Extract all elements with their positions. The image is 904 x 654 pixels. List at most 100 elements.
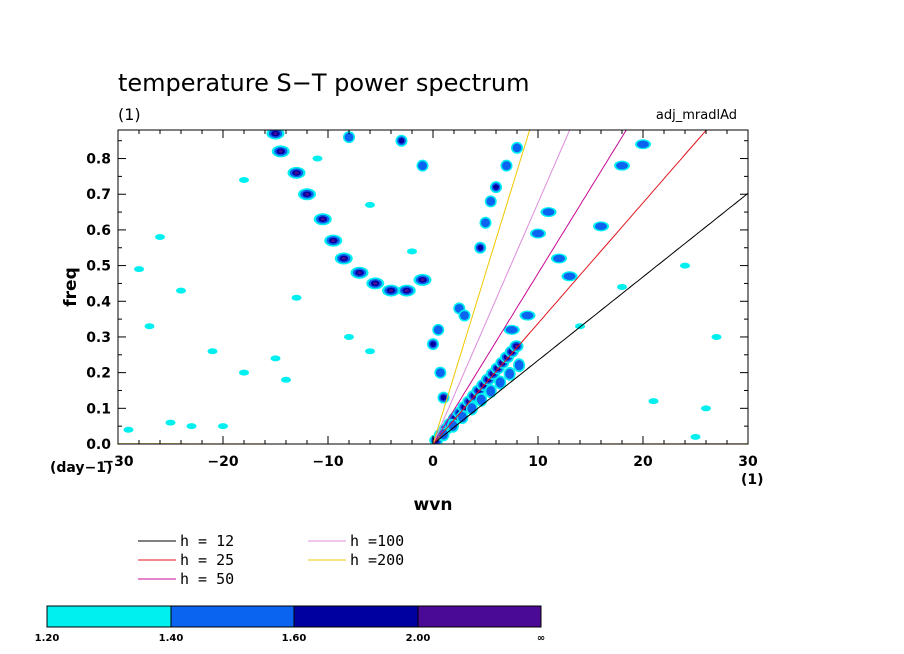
- contour-blob: [514, 360, 524, 371]
- x-axis-unit: (1): [741, 472, 764, 488]
- contour-blob: [435, 368, 445, 378]
- contour-spot: [701, 405, 711, 412]
- y-tick-label: 0.3: [86, 330, 111, 346]
- contour-blob: [481, 218, 490, 228]
- contour-blob: [616, 161, 628, 170]
- legend-label: h =100: [350, 532, 404, 550]
- contour-blob: [553, 254, 565, 263]
- contour-blob: [398, 137, 405, 144]
- kelvin-curve: [432, 130, 708, 444]
- x-tick-label: 20: [633, 454, 653, 470]
- contour-blob: [418, 161, 427, 171]
- contour-blob: [595, 222, 607, 231]
- contour-spot: [144, 323, 155, 330]
- contour-blob: [294, 171, 299, 175]
- y-axis-label: freq: [61, 267, 81, 306]
- y-tick-label: 0.8: [86, 152, 111, 168]
- contour-spot: [239, 176, 249, 183]
- legend-label: h = 50: [180, 570, 234, 588]
- contour-spot: [176, 287, 186, 294]
- colorbar-label: 1.60: [282, 633, 307, 644]
- contour-blob: [467, 403, 477, 414]
- contour-blob: [457, 411, 467, 423]
- colorbar-cell: [293, 605, 419, 628]
- contour-spot: [123, 426, 134, 433]
- contour-blob: [512, 143, 522, 153]
- power-contours: [123, 130, 722, 444]
- contour-spot: [711, 333, 722, 340]
- axis-ticks: −30 −20 −10 0 10 20 30 0.0 0.1 0.2 0.3 0.4 0.5 0.6 0.7…: [86, 130, 758, 470]
- legend-label: h = 25: [180, 551, 234, 569]
- legend-label: h =200: [350, 551, 404, 569]
- contour-blob: [505, 368, 515, 380]
- chart-title: temperature S−T power spectrum: [118, 69, 530, 97]
- colorbar-label: 2.00: [406, 633, 431, 644]
- contour-blob: [563, 272, 576, 280]
- contour-blob: [460, 311, 469, 320]
- contour-spot: [312, 155, 323, 162]
- contour-blob: [433, 325, 443, 335]
- kelvin-curve: [432, 130, 531, 444]
- contour-spot: [407, 248, 417, 255]
- x-tick-label: 30: [738, 454, 758, 470]
- contour-spot: [207, 348, 218, 355]
- contour-blob: [331, 239, 336, 243]
- contour-blob: [273, 132, 278, 136]
- contour-spot: [365, 348, 375, 355]
- contour-spot: [270, 355, 281, 362]
- contour-blob: [477, 244, 484, 251]
- x-tick-label: −20: [207, 454, 238, 470]
- contour-spot: [690, 433, 701, 440]
- colorbar-cell: [417, 605, 542, 628]
- y-tick-label: 0.6: [86, 223, 111, 239]
- contour-blob: [532, 229, 544, 238]
- contour-spot: [281, 376, 291, 383]
- contour-spot: [365, 201, 375, 208]
- x-axis-label: wvn: [414, 495, 453, 515]
- contour-spot: [680, 262, 690, 269]
- colorbar-label: 1.20: [35, 633, 60, 644]
- contour-spot: [344, 333, 354, 340]
- contour-blob: [476, 394, 486, 405]
- colorbar-label: 1.40: [159, 633, 184, 644]
- y-axis-unit: (day−1): [50, 460, 112, 476]
- contour-spot: [134, 266, 144, 273]
- contour-blob: [430, 341, 436, 347]
- colorbar-cell: [46, 605, 172, 628]
- kelvin-curve: [432, 130, 627, 444]
- contour-blob: [493, 184, 499, 190]
- contour-blob: [404, 289, 409, 293]
- chart-subtitle-right: adj_mradlAd: [656, 108, 737, 123]
- contour-blob: [357, 271, 362, 275]
- y-tick-label: 0.4: [86, 294, 111, 310]
- contour-blob: [320, 217, 325, 221]
- x-tick-label: 10: [528, 454, 548, 470]
- colorbar-label: ∞: [537, 633, 545, 644]
- contour-blob: [278, 149, 283, 153]
- y-tick-label: 0.7: [86, 187, 111, 203]
- x-tick-label: −10: [312, 454, 343, 470]
- plot-frame: [117, 129, 749, 445]
- contour-spot: [165, 419, 176, 426]
- y-tick-label: 0.0: [86, 437, 111, 453]
- contour-spot: [239, 369, 249, 376]
- contour-spot: [291, 294, 302, 301]
- contour-blob: [420, 278, 425, 282]
- contour-blob: [486, 385, 496, 397]
- contour-spot: [648, 398, 659, 405]
- y-tick-label: 0.5: [86, 259, 111, 275]
- colorbar: 1.20 1.40 1.60 2.00 ∞: [35, 605, 545, 644]
- kelvin-curve: [432, 192, 748, 444]
- contour-blob: [502, 161, 511, 171]
- y-tick-label: 0.1: [86, 401, 111, 417]
- legend-label: h = 12: [180, 532, 234, 550]
- x-tick-label: −30: [102, 454, 133, 470]
- contour-blob: [344, 132, 354, 142]
- kelvin-curve: [432, 130, 571, 444]
- contour-blob: [521, 311, 534, 320]
- colorbar-cell: [170, 605, 295, 628]
- contour-blob: [505, 326, 518, 334]
- contour-blob: [495, 377, 505, 388]
